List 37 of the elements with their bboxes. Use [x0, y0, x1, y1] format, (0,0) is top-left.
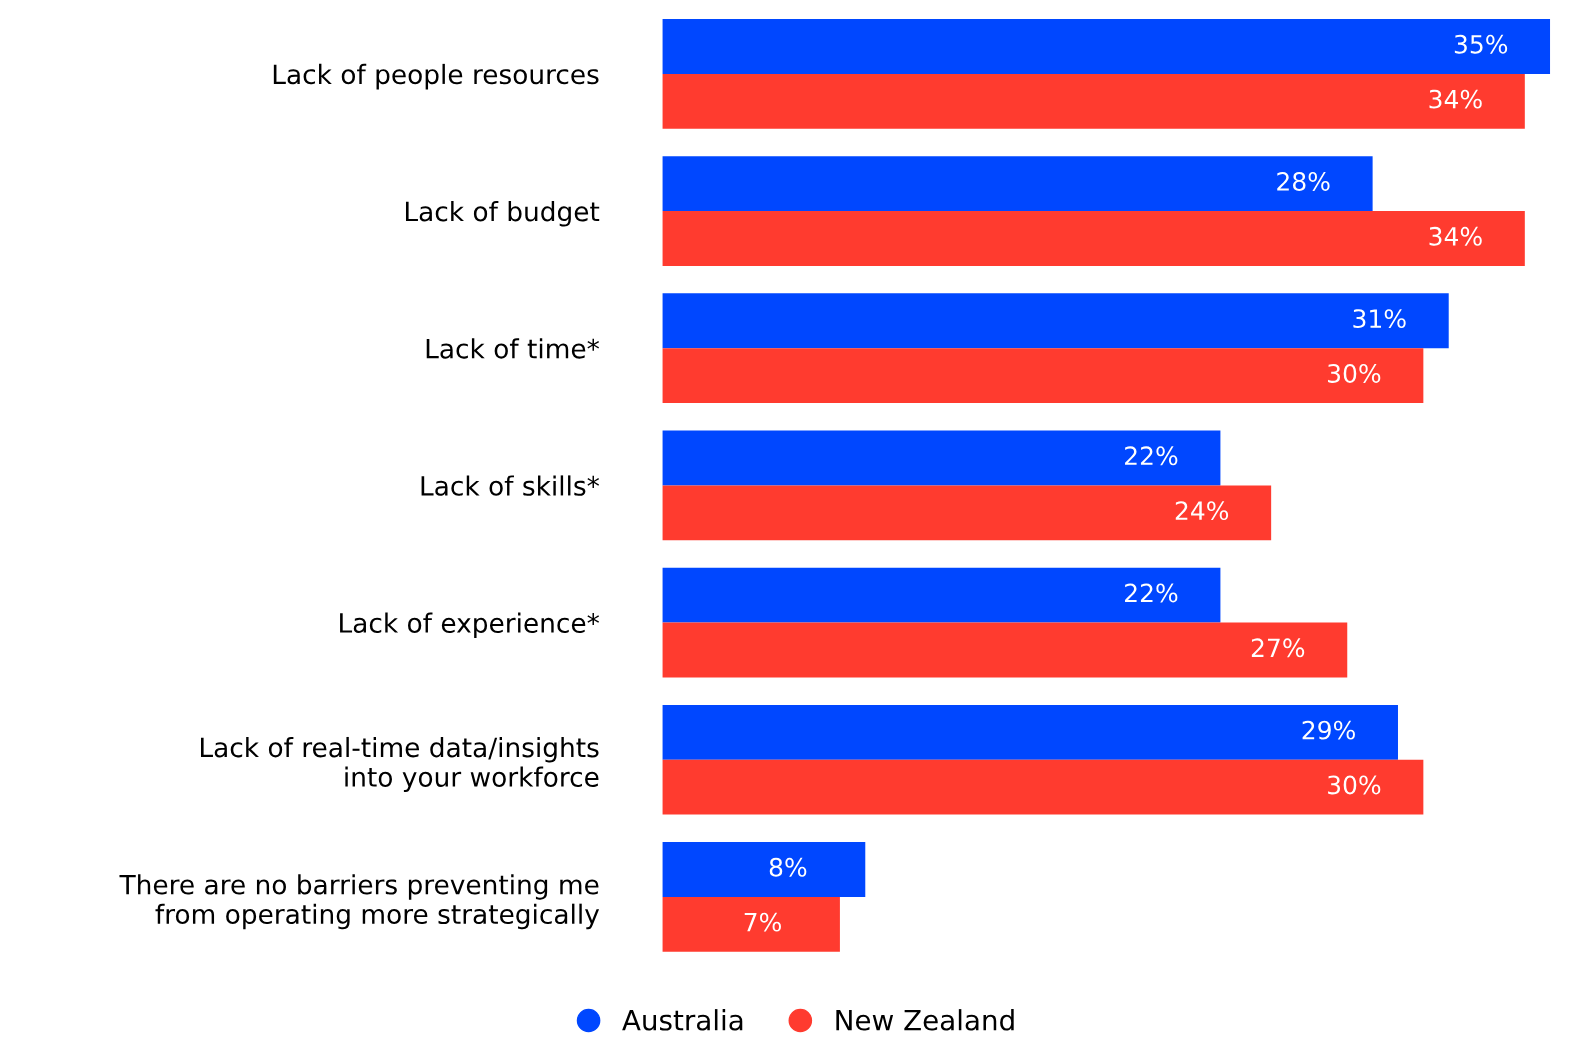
data-label: 22% — [1125, 446, 1178, 466]
bar — [662, 19, 1551, 74]
y-tick-label: Lack of skills* — [421, 475, 600, 496]
data-label: 34% — [1429, 89, 1482, 109]
legend-label: New Zealand — [836, 1009, 1014, 1031]
bar — [662, 567, 1221, 623]
data-label: 8% — [769, 857, 807, 877]
bar — [662, 348, 1424, 404]
data-label: 30% — [1328, 364, 1381, 383]
y-tick-label: Lack of people resources — [273, 63, 599, 90]
data-label: 31% — [1353, 309, 1406, 329]
bar — [662, 73, 1525, 129]
bar — [662, 896, 840, 952]
bar — [662, 759, 1424, 815]
data-label: 29% — [1302, 720, 1355, 740]
data-label: 27% — [1251, 638, 1305, 658]
bar — [662, 485, 1272, 541]
bar — [662, 842, 866, 897]
bar — [662, 211, 1525, 266]
data-label: 22% — [1125, 583, 1178, 603]
bar — [662, 293, 1449, 349]
data-label: 35% — [1454, 34, 1508, 54]
y-tick-label: Lack of experience* — [340, 612, 600, 639]
data-label: 28% — [1277, 171, 1330, 191]
data-label: 30% — [1328, 775, 1381, 795]
bar — [662, 430, 1221, 486]
bar — [662, 156, 1373, 212]
y-tick-label: There are no barriers preventing me from operating more strategically — [119, 874, 600, 930]
data-label: 7% — [744, 912, 781, 932]
y-tick-label: Lack of real-time data/insights into your workforce — [201, 736, 599, 793]
bar — [662, 622, 1348, 678]
bar — [662, 704, 1398, 760]
y-tick-label: Lack of budget — [405, 201, 600, 227]
legend-label: Australia — [622, 1009, 743, 1031]
y-tick-label: Lack of time* — [426, 338, 600, 359]
data-label: 24% — [1175, 501, 1229, 521]
data-label: 34% — [1429, 226, 1482, 246]
